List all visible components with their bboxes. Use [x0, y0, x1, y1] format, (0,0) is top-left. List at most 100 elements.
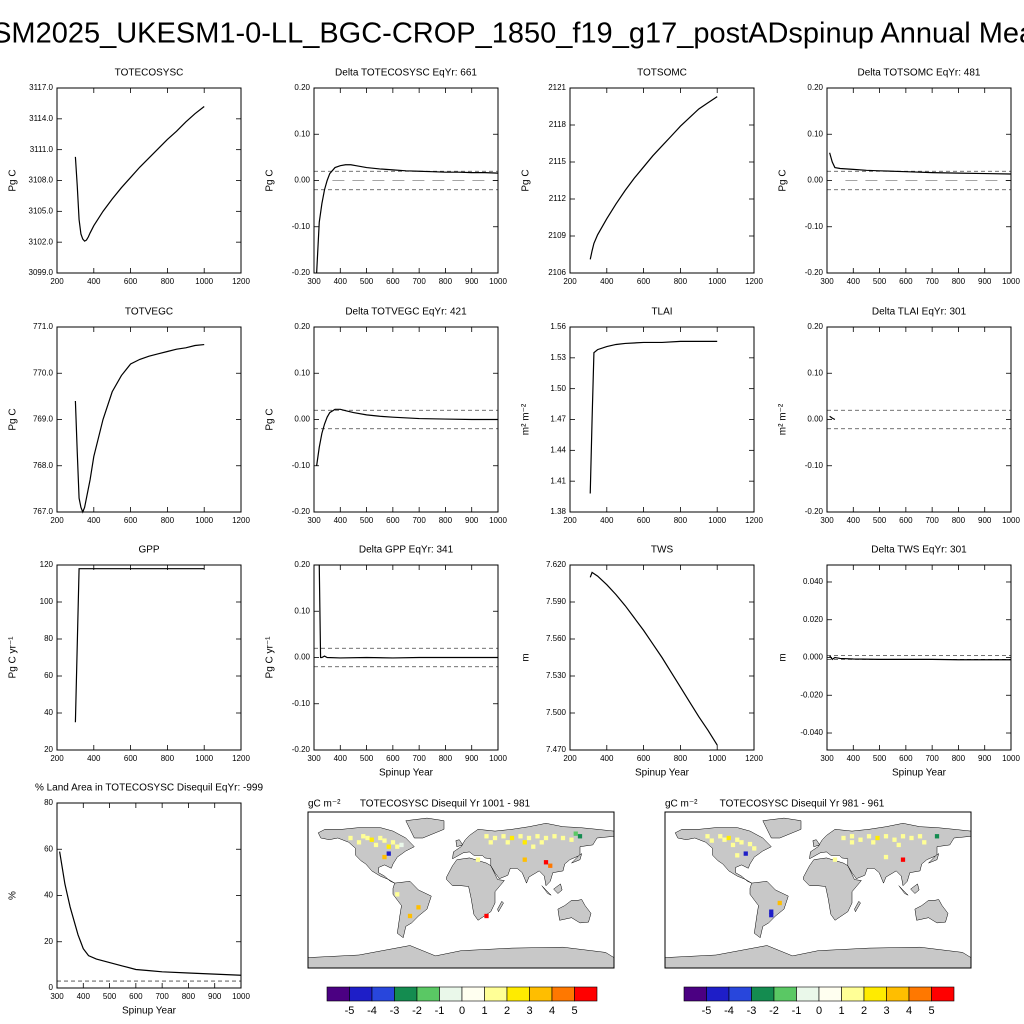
map-cell — [535, 834, 540, 839]
data-line — [829, 152, 1012, 175]
land — [928, 853, 940, 864]
y-tick-label: 0.20 — [294, 560, 310, 569]
x-tick-label: 500 — [873, 754, 887, 763]
x-tick-label: 400 — [87, 754, 101, 763]
y-tick-label: 768.0 — [33, 461, 54, 470]
colorbar-swatch — [439, 986, 463, 1002]
x-tick-label: 1200 — [232, 754, 250, 763]
x-tick-label: 800 — [952, 754, 966, 763]
colorbar-swatch — [818, 986, 842, 1002]
y-axis-label: m² m⁻² — [521, 403, 532, 435]
y-axis-label: Pg C — [521, 169, 532, 191]
x-tick-label: 600 — [386, 277, 400, 286]
y-tick-label: 3105.0 — [29, 206, 54, 215]
x-tick-label: 600 — [124, 754, 138, 763]
panel-title: % Land Area in TOTECOSYSC Disequil EqYr:… — [35, 783, 264, 794]
map-cell — [373, 842, 379, 848]
land — [405, 817, 445, 839]
map-cell — [922, 840, 927, 845]
plot-frame — [56, 564, 242, 751]
x-tick-label: 1000 — [708, 516, 726, 525]
x-tick-label: 400 — [334, 277, 348, 286]
land — [557, 899, 592, 924]
y-tick-label: 1.50 — [550, 384, 566, 393]
y-tick-label: 0.20 — [294, 322, 310, 331]
x-tick-label: 1000 — [489, 277, 507, 286]
data-line — [589, 571, 718, 746]
plot-frame — [56, 326, 242, 513]
map-cell — [416, 905, 421, 910]
plot-frame — [826, 326, 1012, 513]
map-cell — [522, 857, 527, 862]
y-tick-label: -0.20 — [292, 507, 311, 516]
y-axis-label: Pg C yr⁻¹ — [265, 636, 276, 679]
x-tick-label: 200 — [563, 754, 577, 763]
colorbar-label: -3 — [390, 1005, 400, 1017]
map-cell — [709, 838, 714, 843]
map-cell — [395, 892, 400, 897]
x-tick-label: 1200 — [745, 277, 763, 286]
x-tick-label: 400 — [334, 516, 348, 525]
super-title: ESM2025_UKESM1-0-LL_BGC-CROP_1850_f19_g1… — [0, 18, 1024, 50]
map-cell — [526, 835, 532, 841]
y-tick-label: 3108.0 — [29, 176, 54, 185]
colorbar-label: -1 — [435, 1005, 445, 1017]
data-line — [316, 164, 499, 274]
map-cell — [543, 835, 549, 841]
y-tick-label: 1.47 — [550, 415, 566, 424]
map-cell — [739, 840, 744, 845]
y-tick-label: 1.38 — [550, 507, 566, 516]
map-cell — [539, 840, 544, 845]
y-tick-label: 0 — [49, 983, 54, 992]
land — [317, 827, 415, 884]
x-tick-label: 600 — [386, 754, 400, 763]
plot-frame — [826, 87, 1012, 274]
x-tick-label: 400 — [600, 754, 614, 763]
map-cell — [866, 834, 872, 839]
colorbar-label: 0 — [459, 1005, 465, 1017]
y-tick-label: 2118 — [549, 120, 567, 129]
map-cell — [777, 900, 782, 906]
map-cell — [577, 834, 583, 839]
map-cell — [735, 853, 740, 858]
map-cell — [548, 863, 553, 868]
map-cell — [509, 835, 515, 841]
land — [854, 900, 861, 913]
colorbar-label: 4 — [549, 1005, 555, 1017]
y-tick-label: 2112 — [549, 194, 567, 203]
land — [541, 885, 552, 896]
y-tick-label: 0.20 — [807, 83, 823, 92]
y-tick-label: -0.20 — [292, 745, 311, 754]
colorbar-swatch — [773, 986, 797, 1002]
colorbar-label: -5 — [345, 1005, 355, 1017]
colorbar-label: 3 — [526, 1005, 532, 1017]
y-tick-label: 20 — [44, 937, 53, 946]
colorbar-swatch — [326, 986, 350, 1002]
colorbar-label: 1 — [481, 1005, 487, 1017]
map-cell — [892, 837, 897, 842]
map-cell — [900, 834, 906, 839]
x-tick-label: 600 — [129, 992, 143, 1001]
colorbar-swatch — [706, 986, 730, 1002]
y-tick-label: 0.10 — [807, 368, 823, 377]
x-tick-label: 900 — [978, 516, 992, 525]
x-tick-label: 600 — [386, 516, 400, 525]
x-tick-label: 400 — [847, 516, 861, 525]
x-tick-label: 600 — [637, 516, 651, 525]
data-line — [74, 106, 205, 242]
map-cell — [399, 842, 404, 848]
y-tick-label: 3114.0 — [29, 114, 53, 123]
colorbar-swatch — [841, 986, 865, 1002]
colorbar-label: 0 — [816, 1005, 822, 1017]
map-cell — [543, 860, 549, 865]
colorbar-label: -2 — [769, 1005, 779, 1017]
x-tick-label: 1000 — [195, 754, 213, 763]
y-tick-label: 0.00 — [807, 415, 823, 424]
map-cell — [769, 912, 774, 918]
x-tick-label: 1000 — [232, 992, 250, 1001]
y-tick-label: 0.00 — [807, 176, 823, 185]
y-tick-label: -0.020 — [800, 690, 823, 699]
map-cell — [718, 834, 723, 839]
y-tick-label: 40 — [44, 891, 53, 900]
panel-title: Delta TOTECOSYSC EqYr: 661 — [335, 68, 477, 79]
